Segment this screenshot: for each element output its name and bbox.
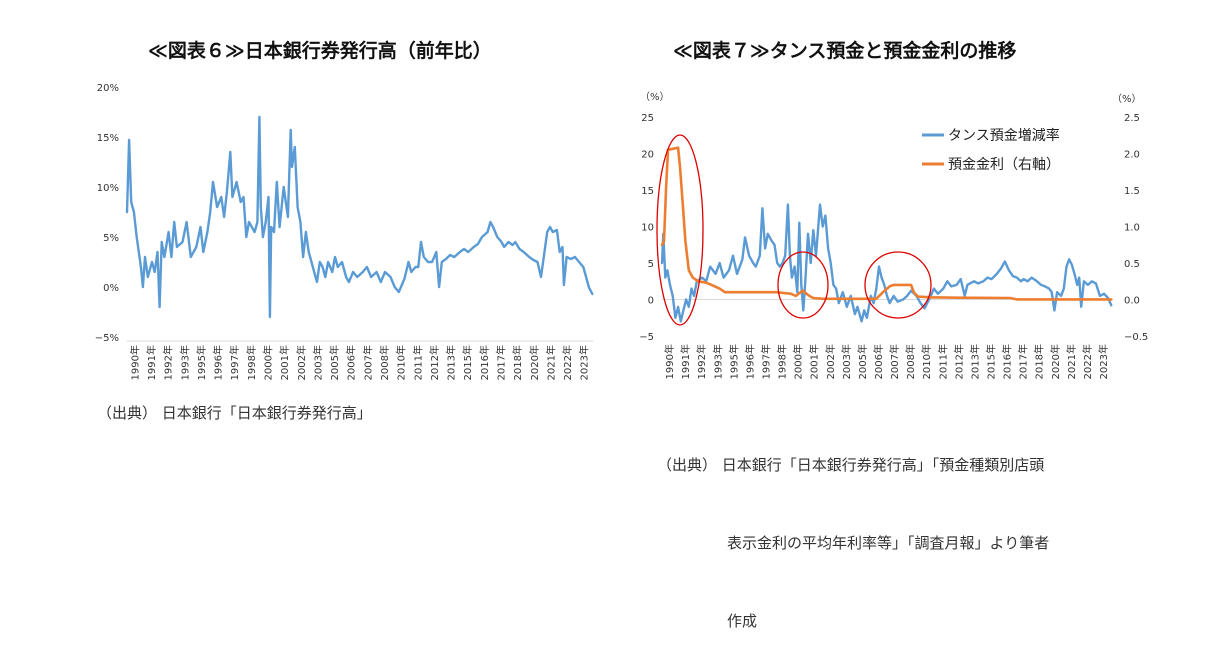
chart-right-source: （出典） 日本銀行「日本銀行券発行高」「預金種類別店頭 表示金利の平均年利率等」… xyxy=(657,400,1049,660)
y-tick-label: −5 xyxy=(639,332,654,343)
x-tick-label: 2001年 xyxy=(808,344,821,379)
x-tick-label: 2017年 xyxy=(1017,344,1030,379)
x-tick-label: 1995年 xyxy=(195,345,208,380)
x-tick-label: 1997年 xyxy=(228,345,241,380)
x-tick-label: 2011年 xyxy=(411,345,424,380)
x-tick-label: 1998年 xyxy=(245,345,258,380)
x-tick-label: 2010年 xyxy=(920,344,933,379)
chart-right: （%） （%） 25 20 15 10 5 0 −5 2.5 2.0 1.5 1.0 0.5 0.0 −0.5… xyxy=(639,91,1148,379)
y-tick-label: 15 xyxy=(641,186,654,197)
x-tick-label: 1993年 xyxy=(178,345,191,380)
x-tick-label: 2000年 xyxy=(261,345,274,380)
x-tick-label: 2012年 xyxy=(952,344,965,379)
y-axis-unit-left: （%） xyxy=(640,91,670,103)
y-tick-label: 10% xyxy=(97,183,119,194)
x-tick-label: 2020年 xyxy=(528,345,541,380)
x-tick-label: 2002年 xyxy=(824,344,837,379)
x-tick-label: 2008年 xyxy=(904,344,917,379)
chart-right-title: ≪図表７≫タンス預金と預金金利の推移 xyxy=(673,40,1017,62)
x-tick-label: 2006年 xyxy=(345,345,358,380)
x-tick-label: 2016年 xyxy=(1001,344,1014,379)
y2-tick-label: 2.0 xyxy=(1124,150,1140,161)
x-tick-label: 2010年 xyxy=(395,345,408,380)
x-tick-label: 2015年 xyxy=(984,344,997,379)
x-tick-label: 2023年 xyxy=(578,345,591,380)
highlight-ellipse xyxy=(864,251,932,319)
x-tick-label: 1998年 xyxy=(776,344,789,379)
x-tick-label: 2005年 xyxy=(328,345,341,380)
x-tick-label: 1991年 xyxy=(679,344,692,379)
x-tick-label: 2018年 xyxy=(1033,344,1046,379)
x-tick-label: 2007年 xyxy=(361,345,374,380)
x-tick-label: 1990年 xyxy=(663,344,676,379)
x-tick-label: 1996年 xyxy=(212,345,225,380)
y2-tick-label: 1.0 xyxy=(1124,223,1140,234)
x-tick-label: 2022年 xyxy=(1081,344,1094,379)
y2-tick-label: 0.5 xyxy=(1124,259,1140,270)
y2-tick-label: 2.5 xyxy=(1124,113,1140,124)
y-tick-label: 5% xyxy=(103,233,119,244)
chart-left-source: （出典） 日本銀行「日本銀行券発行高」 xyxy=(97,404,372,422)
x-tick-label: 1993年 xyxy=(711,344,724,379)
x-tick-label: 1995年 xyxy=(727,344,740,379)
y-tick-label: 25 xyxy=(641,113,654,124)
y-tick-label: 20% xyxy=(97,83,119,94)
x-tick-label: 2022年 xyxy=(561,345,574,380)
y2-tick-label: 1.5 xyxy=(1124,186,1140,197)
chart-left: 20% 15% 10% 5% 0% −5% 1990年 1991年 1992年 1993年 1995… xyxy=(95,83,594,380)
y-tick-label: −5% xyxy=(95,333,119,344)
x-tick-label: 1992年 xyxy=(695,344,708,379)
chart-left-title: ≪図表６≫日本銀行券発行高（前年比） xyxy=(148,40,492,62)
x-tick-label: 2023年 xyxy=(1097,344,1110,379)
legend-label-tansu: タンス預金増減率 xyxy=(948,127,1060,144)
y-tick-label: 0 xyxy=(648,296,654,307)
series-line-interest xyxy=(660,146,1113,301)
y-tick-label: 20 xyxy=(641,150,654,161)
x-tick-label: 1990年 xyxy=(128,345,141,380)
series-line xyxy=(125,115,594,319)
series-line-tansu xyxy=(660,203,1113,323)
x-tick-label: 2000年 xyxy=(792,344,805,379)
y2-tick-label: 0.0 xyxy=(1124,296,1140,307)
highlight-ellipse xyxy=(656,134,704,326)
x-tick-label: 2003年 xyxy=(840,344,853,379)
x-tick-label: 2005年 xyxy=(856,344,869,379)
x-tick-label: 2013年 xyxy=(968,344,981,379)
x-tick-label: 1991年 xyxy=(145,345,158,380)
x-tick-label: 2018年 xyxy=(511,345,524,380)
y-tick-label: 15% xyxy=(97,133,119,144)
x-tick-label: 2008年 xyxy=(378,345,391,380)
x-tick-label: 2017年 xyxy=(494,345,507,380)
y-tick-label: 10 xyxy=(641,223,654,234)
x-tick-label: 1992年 xyxy=(162,345,175,380)
y-tick-label: 0% xyxy=(103,283,119,294)
y-tick-label: 5 xyxy=(648,259,654,270)
highlight-ellipse xyxy=(777,251,829,319)
x-tick-label: 2002年 xyxy=(295,345,308,380)
x-tick-label: 2015年 xyxy=(461,345,474,380)
x-tick-label: 1996年 xyxy=(743,344,756,379)
x-tick-label: 2007年 xyxy=(888,344,901,379)
x-tick-label: 2011年 xyxy=(936,344,949,379)
source-line: （出典） 日本銀行「日本銀行券発行高」「預金種類別店頭 xyxy=(657,456,1045,474)
y2-tick-label: −0.5 xyxy=(1124,332,1148,343)
x-tick-label: 2001年 xyxy=(278,345,291,380)
x-tick-label: 2003年 xyxy=(311,345,324,380)
x-tick-label: 2012年 xyxy=(428,345,441,380)
x-tick-label: 1997年 xyxy=(759,344,772,379)
x-tick-label: 2013年 xyxy=(445,345,458,380)
x-tick-label: 2021年 xyxy=(1065,344,1078,379)
y-axis-unit-right: （%） xyxy=(1112,93,1142,105)
x-tick-label: 2021年 xyxy=(544,345,557,380)
source-line: 表示金利の平均年利率等」「調査月報」より筆者 xyxy=(727,534,1050,552)
x-tick-label: 2016年 xyxy=(478,345,491,380)
x-tick-label: 2020年 xyxy=(1049,344,1062,379)
x-tick-label: 2006年 xyxy=(872,344,885,379)
source-line: 作成 xyxy=(727,612,758,630)
legend-label-interest: 預金金利（右軸） xyxy=(948,157,1060,173)
